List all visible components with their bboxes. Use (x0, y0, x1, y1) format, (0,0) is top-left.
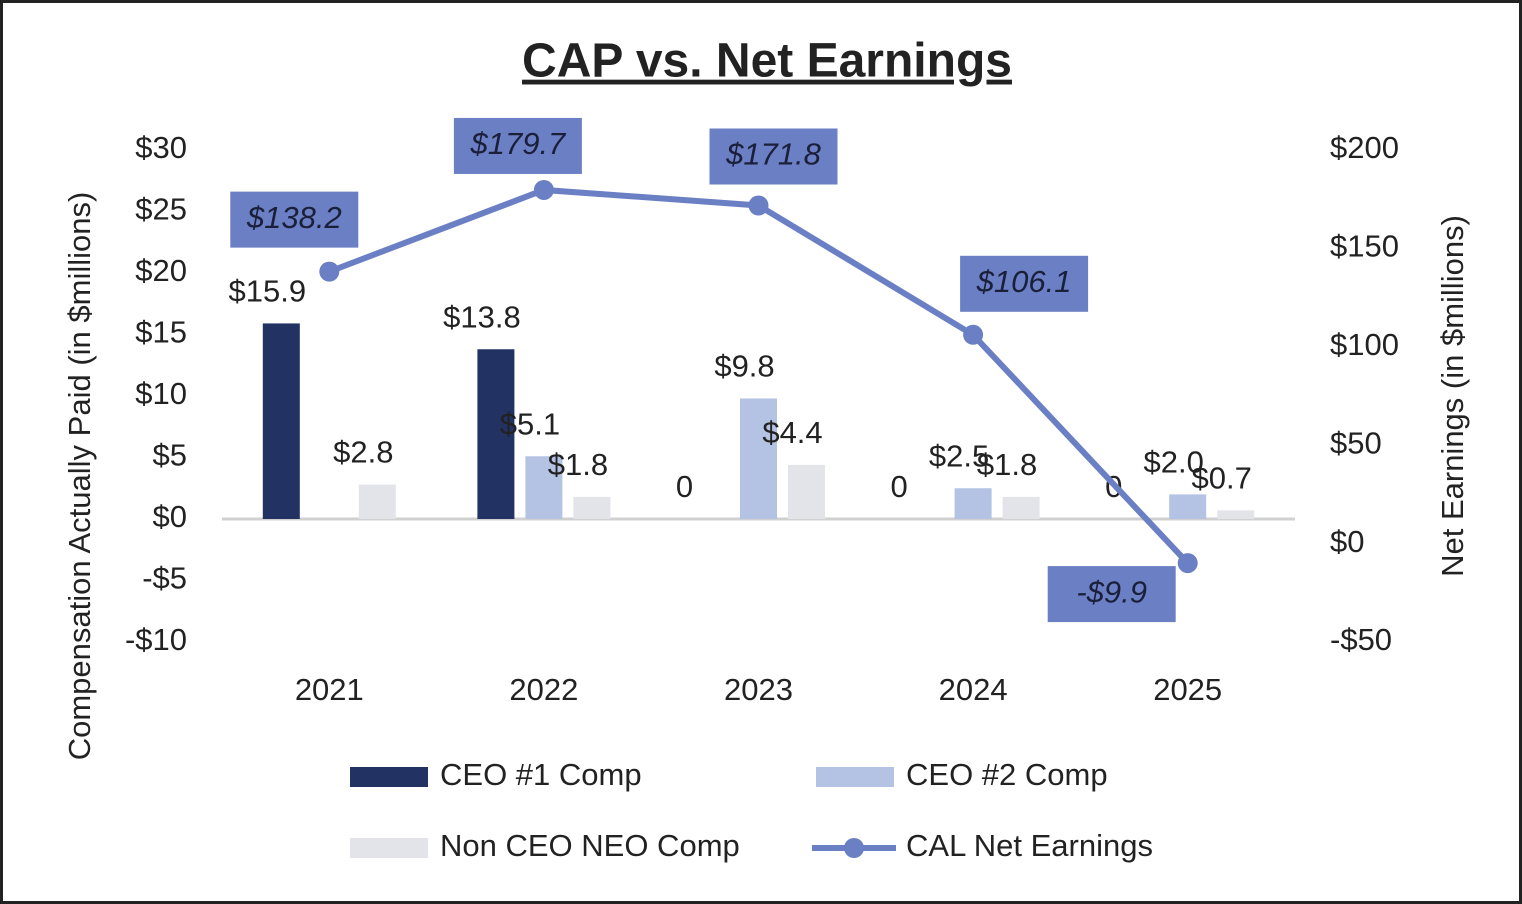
bar (740, 398, 777, 519)
y-tick-label: $30 (135, 130, 187, 165)
legend-label: CEO #1 Comp (440, 757, 642, 792)
bar (1002, 496, 1040, 519)
y-tick-label: $5 (153, 438, 187, 473)
bar-value-label: $9.8 (714, 349, 774, 384)
line-value-label: -$9.9 (1076, 574, 1147, 609)
bar-value-label: $15.9 (229, 274, 307, 309)
line-label-box (960, 255, 1089, 312)
y2-tick-label: $200 (1330, 130, 1399, 165)
y-axis-label: Compensation Actually Paid (in $millions… (62, 192, 97, 761)
bar-value-label: 0 (890, 469, 907, 504)
x-tick-label: 2025 (1153, 672, 1222, 707)
y-tick-label: $20 (135, 253, 187, 288)
bar-value-label: 0 (676, 469, 693, 504)
legend-swatch (350, 767, 428, 787)
y-tick-label: $10 (135, 376, 187, 411)
x-tick-label: 2021 (295, 672, 364, 707)
line-value-label: $106.1 (976, 264, 1072, 299)
bar-value-label: $2.0 (1144, 445, 1204, 480)
x-tick-label: 2023 (724, 672, 793, 707)
x-tick-label: 2024 (939, 672, 1008, 707)
line-label-box (709, 128, 838, 185)
line-marker (963, 324, 984, 345)
y-tick-label: $0 (153, 499, 187, 534)
y2-axis-label: Net Earnings (in $millions) (1435, 215, 1470, 577)
line-marker (748, 195, 769, 216)
bar (525, 456, 563, 519)
legend-swatch-marker (844, 838, 864, 858)
y2-tick-label: -$50 (1330, 622, 1392, 657)
chart-title: CAP vs. Net Earnings (522, 35, 1012, 88)
bar (573, 496, 611, 519)
line-marker (319, 261, 340, 282)
line-value-label: $171.8 (725, 137, 822, 172)
bar (1217, 510, 1255, 519)
line-label-box (453, 117, 582, 174)
bar-value-label: $2.5 (929, 438, 989, 473)
x-tick-label: 2022 (509, 672, 578, 707)
line-marker (533, 179, 554, 200)
bar-value-label: $2.8 (333, 435, 393, 470)
y-tick-label: $25 (135, 192, 187, 227)
line-label-box (230, 191, 359, 248)
legend-label: CEO #2 Comp (906, 757, 1108, 792)
bar (262, 323, 300, 519)
y2-tick-label: $100 (1330, 327, 1399, 362)
legend-label: CAL Net Earnings (906, 828, 1153, 863)
y2-tick-label: $150 (1330, 229, 1399, 264)
y-tick-label: $15 (135, 315, 187, 350)
bar-value-label: $0.7 (1192, 461, 1252, 496)
bar (954, 488, 992, 519)
bar (1169, 494, 1207, 519)
bar-value-label: $5.1 (500, 406, 560, 441)
bar (358, 484, 396, 519)
bar-value-label: $1.8 (977, 447, 1037, 482)
line-value-label: $179.7 (469, 126, 567, 161)
line-value-label: $138.2 (246, 200, 342, 235)
legend-label: Non CEO NEO Comp (440, 828, 740, 863)
bar (477, 349, 515, 519)
line-label-box (1047, 566, 1176, 623)
y-tick-label: -$5 (142, 561, 187, 596)
legend-swatch (816, 767, 894, 787)
bar-value-label: $1.8 (548, 447, 608, 482)
line-marker (1177, 553, 1198, 574)
bar-value-label: $4.4 (762, 415, 822, 450)
y2-tick-label: $0 (1330, 524, 1364, 559)
bar (788, 464, 825, 519)
y-tick-label: -$10 (125, 622, 187, 657)
y2-tick-label: $50 (1330, 425, 1382, 460)
legend-swatch (350, 838, 428, 858)
bar-value-label: $13.8 (443, 299, 521, 334)
